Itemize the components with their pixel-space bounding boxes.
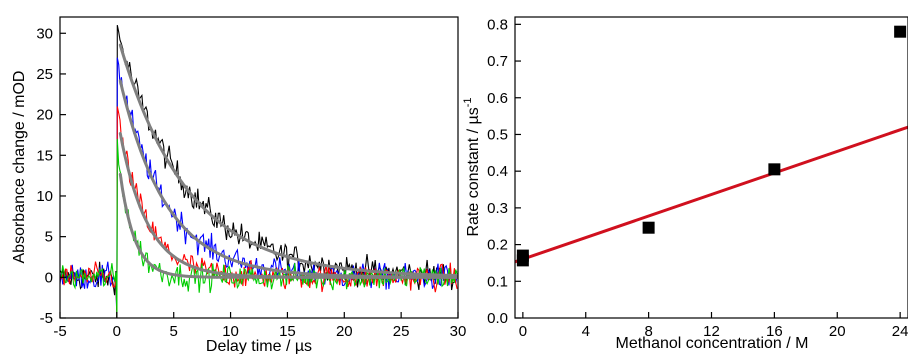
rate-y-tick-label: 0.0 xyxy=(487,310,508,327)
rate-x-tick-label: 16 xyxy=(766,323,783,340)
decay-fit-line-2 xyxy=(118,79,459,279)
rate-plot-frame xyxy=(514,16,908,319)
decay-x-axis-title: Delay time / µs xyxy=(206,338,312,354)
rate-data-point xyxy=(894,25,907,38)
decay-y-tick-label: -5 xyxy=(40,310,53,327)
decay-fit-line-1 xyxy=(118,43,459,278)
rate-y-axis-title-main: Rate constant / µs xyxy=(465,107,482,236)
rate-x-tick-label: 12 xyxy=(703,323,720,340)
rate-data-point xyxy=(642,221,655,234)
rate-x-tick-labels: 0 4 8 12 16 20 24 xyxy=(519,323,908,340)
decay-y-axis-title: Absorbance change / mOD xyxy=(11,71,28,264)
rate-y-tick-label: 0.1 xyxy=(487,273,508,290)
rate-y-tick-label: 0.7 xyxy=(487,53,508,70)
rate-data-group xyxy=(514,25,908,267)
rate-tick-marks xyxy=(515,23,901,319)
rate-y-axis-title-superscript: -1 xyxy=(462,97,474,107)
rate-fit-line xyxy=(514,125,908,264)
decay-data-line-3 xyxy=(59,106,458,319)
rate-y-tick-labels: 0.0 0.1 0.2 0.3 0.4 0.5 0.6 0.7 0.8 xyxy=(487,16,508,327)
decay-y-tick-label: 15 xyxy=(36,147,53,164)
rate-x-tick-label: 0 xyxy=(519,323,527,340)
rate-x-tick-label: 8 xyxy=(644,323,652,340)
decay-x-tick-label: 10 xyxy=(222,323,239,340)
rate-data-point xyxy=(768,163,781,176)
rate-panel: 0 4 8 12 16 20 24 0.00.10.20.30.40.50.60.70.8 … xyxy=(462,16,908,352)
decay-y-tick-labels: -5 0 5 10 15 20 25 30 xyxy=(36,25,53,327)
decay-panel: -5 0 5 10 15 20 25 30 -5 0 5 10 15 20 25 30 Delay time… xyxy=(11,16,466,354)
decay-tick-marks xyxy=(59,32,459,319)
decay-x-tick-labels: -5 0 5 10 15 20 25 30 xyxy=(53,323,466,340)
decay-fit-line-4 xyxy=(118,172,459,279)
decay-x-tick-label: 20 xyxy=(336,323,353,340)
rate-x-tick-label: 4 xyxy=(582,323,590,340)
decay-x-tick-label: 30 xyxy=(450,323,467,340)
decay-x-tick-label: -5 xyxy=(53,323,66,340)
decay-x-tick-label: 5 xyxy=(170,323,178,340)
rate-y-axis-title: Rate constant / µs-1 xyxy=(462,97,482,236)
rate-y-tick-label: 0.8 xyxy=(487,16,508,33)
rate-x-axis-title: Methanol concentration / M xyxy=(616,335,809,352)
rate-x-tick-label: 24 xyxy=(892,323,908,340)
decay-y-tick-label: 25 xyxy=(36,66,53,83)
rate-y-tick-label: 0.2 xyxy=(487,237,508,254)
decay-series-group xyxy=(59,24,459,319)
rate-data-point xyxy=(516,249,529,262)
decay-y-tick-label: 10 xyxy=(36,188,53,205)
decay-data-line-4 xyxy=(59,138,458,319)
rate-y-tick-label: 0.5 xyxy=(487,126,508,143)
decay-x-tick-label: 15 xyxy=(279,323,296,340)
decay-x-tick-label: 25 xyxy=(393,323,410,340)
rate-x-tick-label: 20 xyxy=(829,323,846,340)
decay-y-tick-label: 30 xyxy=(36,25,53,42)
decay-plot-frame xyxy=(59,16,459,319)
decay-y-tick-label: 5 xyxy=(45,229,53,246)
rate-y-tick-label: 0.6 xyxy=(487,90,508,107)
decay-y-tick-label: 0 xyxy=(45,269,53,286)
rate-y-tick-label: 0.3 xyxy=(487,200,508,217)
rate-y-tick-label: 0.4 xyxy=(487,163,508,180)
decay-y-tick-label: 20 xyxy=(36,107,53,124)
decay-x-tick-label: 0 xyxy=(113,323,121,340)
